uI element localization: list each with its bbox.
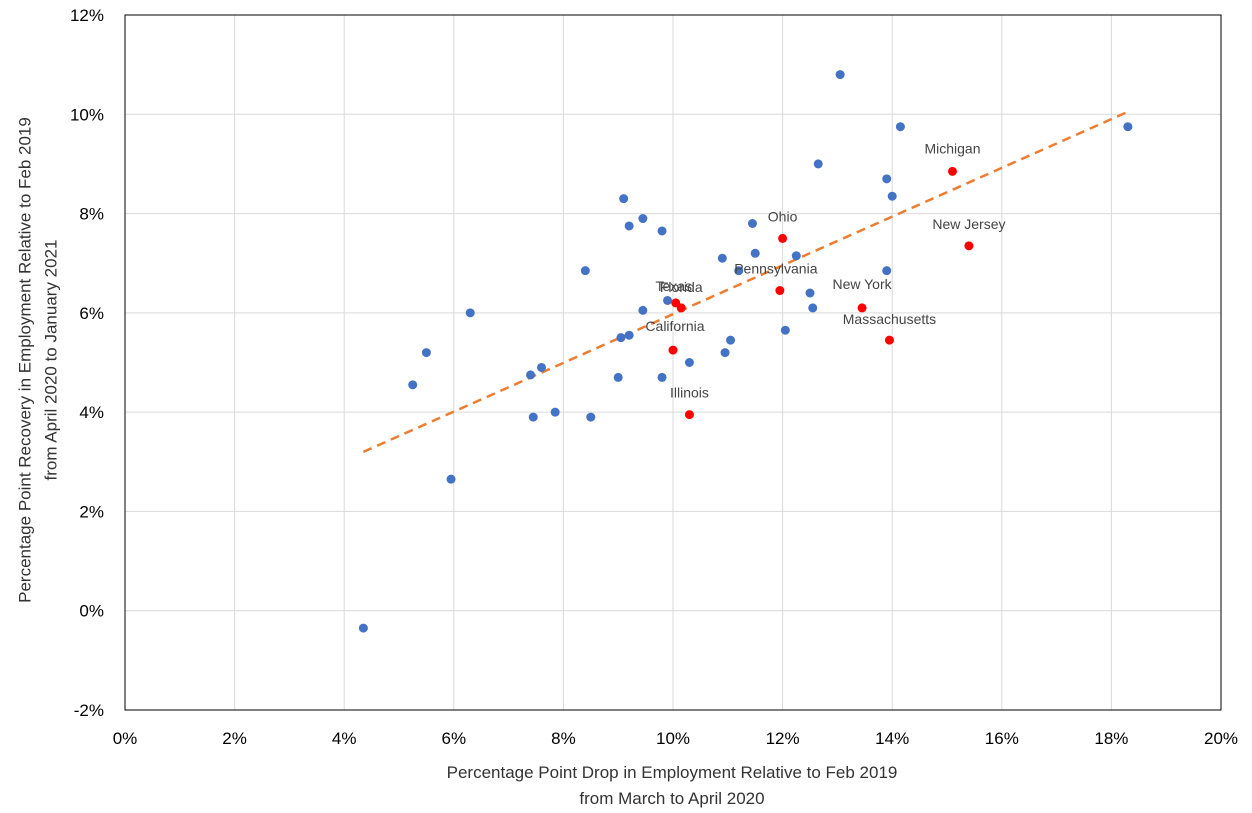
- highlighted-state-point: [775, 286, 785, 296]
- trendline: [362, 110, 1129, 453]
- y-axis-title-line1: Percentage Point Recovery in Employment …: [15, 117, 34, 603]
- highlighted-state-point: [778, 233, 788, 243]
- state-point: [750, 248, 760, 258]
- x-tick-label: 18%: [1094, 729, 1128, 748]
- state-point: [586, 412, 596, 422]
- y-tick-label: 2%: [79, 502, 104, 521]
- x-tick-label: 20%: [1204, 729, 1238, 748]
- y-axis-title-line2: from April 2020 to January 2021: [41, 240, 60, 481]
- state-point: [780, 325, 790, 335]
- y-tick-label: 8%: [79, 205, 104, 224]
- data-points: [358, 70, 1133, 633]
- state-point: [882, 174, 892, 184]
- state-point: [613, 372, 623, 382]
- state-point: [717, 253, 727, 263]
- state-point: [616, 333, 626, 343]
- x-tick-label: 6%: [442, 729, 467, 748]
- state-point: [421, 348, 431, 358]
- state-point: [638, 214, 648, 224]
- y-tick-label: 0%: [79, 602, 104, 621]
- state-label: Pennsylvania: [734, 261, 817, 277]
- state-point: [638, 305, 648, 315]
- highlighted-state-point: [964, 241, 974, 251]
- x-tick-label: 4%: [332, 729, 357, 748]
- x-tick-label: 10%: [656, 729, 690, 748]
- x-axis-title-line1: Percentage Point Drop in Employment Rela…: [447, 763, 898, 782]
- state-point: [657, 372, 667, 382]
- state-point: [528, 412, 538, 422]
- state-point: [619, 194, 629, 204]
- state-point: [835, 70, 845, 80]
- gridlines: [125, 15, 1221, 710]
- state-point: [465, 308, 475, 318]
- state-label: Florida: [660, 279, 703, 295]
- state-point: [657, 226, 667, 236]
- state-point: [895, 122, 905, 132]
- y-tick-label: 10%: [70, 105, 104, 124]
- highlighted-state-point: [668, 345, 678, 355]
- state-point: [805, 288, 815, 298]
- highlighted-state-point: [857, 303, 867, 313]
- state-point: [526, 370, 536, 380]
- y-tick-label: 6%: [79, 304, 104, 323]
- state-point: [734, 266, 744, 276]
- x-tick-label: 2%: [222, 729, 247, 748]
- state-label: California: [645, 318, 704, 334]
- state-label: Illinois: [670, 385, 709, 401]
- state-point: [747, 219, 757, 228]
- x-axis-title-line2: from March to April 2020: [579, 789, 764, 808]
- state-point: [726, 335, 736, 345]
- state-point: [808, 303, 818, 313]
- state-label: Ohio: [768, 208, 798, 224]
- state-label: New Jersey: [932, 216, 1005, 232]
- state-point: [580, 266, 590, 276]
- highlighted-state-point: [684, 410, 694, 420]
- highlighted-state-point: [947, 166, 957, 176]
- y-tick-label: -2%: [74, 701, 104, 720]
- state-point: [446, 474, 456, 484]
- state-point: [887, 191, 897, 201]
- state-point: [720, 348, 730, 358]
- state-point: [791, 251, 801, 261]
- x-tick-label: 8%: [551, 729, 576, 748]
- x-tick-label: 14%: [875, 729, 909, 748]
- state-label: Massachusetts: [843, 311, 936, 327]
- state-point: [358, 623, 368, 633]
- state-label: Texas: [655, 278, 692, 294]
- trendline-layer: [362, 110, 1129, 453]
- state-point: [550, 407, 560, 417]
- y-tick-label: 12%: [70, 6, 104, 25]
- x-tick-label: 16%: [985, 729, 1019, 748]
- state-point: [813, 159, 823, 169]
- highlighted-state-point: [884, 335, 894, 345]
- state-point: [408, 380, 418, 390]
- state-label: New York: [832, 276, 892, 292]
- state-point: [684, 358, 694, 367]
- state-point: [624, 330, 634, 340]
- plot-area-border: [124, 14, 1222, 711]
- x-tick-label: 0%: [113, 729, 138, 748]
- state-point: [663, 295, 673, 305]
- state-point: [536, 362, 546, 372]
- tick-labels: 0% 2% 4% 6% 8% 10% 12% 14% 16% 18% 20% -2% 0% 2% 4% 6% 8…: [70, 6, 1238, 748]
- state-point: [882, 266, 892, 276]
- state-label: Michigan: [924, 140, 980, 156]
- highlighted-state-point: [676, 303, 686, 313]
- y-tick-label: 4%: [79, 403, 104, 422]
- state-point: [624, 221, 634, 231]
- x-tick-label: 12%: [766, 729, 800, 748]
- state-point: [1123, 122, 1133, 132]
